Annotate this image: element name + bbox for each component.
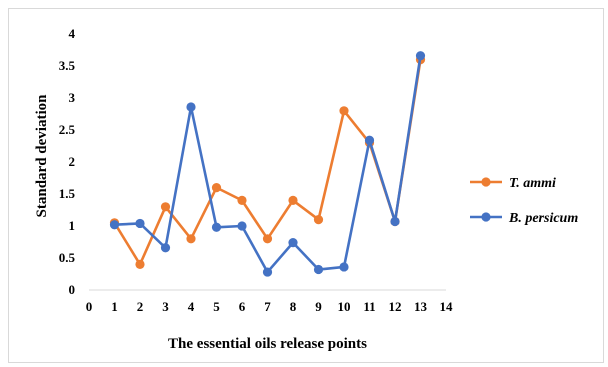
data-point [288, 238, 298, 248]
y-axis-title: Standard deviation [34, 94, 50, 218]
x-tick-label: 8 [290, 299, 297, 314]
data-point [288, 195, 298, 205]
data-point [211, 183, 222, 193]
x-tick-label: 1 [111, 299, 118, 314]
y-tick-label: 1 [69, 218, 76, 233]
line-chart: 00.511.522.533.54 0 1 2 3 4 5 6 7 8 9 10 11 12 13 14 T… [34, 26, 578, 352]
x-tick-label: 11 [363, 299, 375, 314]
data-point [211, 222, 222, 232]
x-axis-title: The essential oils release points [168, 336, 367, 352]
legend-swatch-marker [481, 212, 491, 222]
legend: T. ammi B. persicum [470, 176, 578, 226]
data-point [186, 102, 196, 112]
data-point [313, 215, 324, 225]
data-point [237, 195, 247, 205]
y-tick-label: 3.5 [59, 58, 76, 73]
data-point [390, 216, 400, 227]
x-tick-label: 0 [86, 299, 93, 314]
data-point [160, 202, 171, 212]
data-point [262, 267, 273, 277]
x-tick-label: 3 [162, 299, 169, 314]
x-tick-label: 9 [315, 299, 322, 314]
x-tick-label: 10 [338, 299, 351, 314]
x-tick-label: 13 [414, 299, 428, 314]
x-tick-label: 7 [264, 299, 271, 314]
x-tick-label: 5 [213, 299, 220, 314]
x-axis-ticks: 0 1 2 3 4 5 6 7 8 9 10 11 12 13 14 [86, 299, 453, 314]
series-t-ammi [109, 55, 426, 269]
data-point [237, 221, 247, 231]
y-tick-label: 1.5 [59, 186, 76, 201]
y-tick-label: 3 [69, 90, 76, 105]
y-tick-label: 2.5 [59, 122, 76, 137]
series-layer [109, 51, 426, 277]
legend-item: B. persicum [470, 211, 578, 226]
x-tick-label: 14 [440, 299, 454, 314]
data-point [313, 264, 324, 275]
data-point [135, 218, 145, 229]
y-axis-ticks: 0 0.5 1 1.5 2 2.5 3 3.5 4 [59, 26, 76, 297]
legend-item: T. ammi [470, 176, 556, 191]
x-tick-label: 12 [389, 299, 402, 314]
y-tick-label: 4 [69, 26, 76, 41]
legend-label: T. ammi [509, 176, 556, 191]
data-point [135, 259, 145, 269]
data-point [364, 135, 375, 145]
x-tick-label: 2 [137, 299, 144, 314]
x-tick-label: 4 [188, 299, 195, 314]
data-point [415, 51, 426, 61]
data-point [186, 234, 196, 244]
legend-swatch-marker [481, 177, 491, 187]
data-point [160, 243, 171, 253]
x-tick-label: 6 [239, 299, 246, 314]
data-point [262, 234, 273, 244]
chart-frame: 0 0.5 1 1.5 2 2.5 3 3.5 4 0 1 2 3 4 5 6 7 8 9 10 11 12 13 14 T… [8, 8, 604, 363]
legend-label: B. persicum [508, 211, 578, 226]
y-tick-label: 2 [69, 154, 76, 169]
y-tick-label: 0.5 [59, 250, 76, 265]
series-line [113, 59, 422, 266]
series-b-persicum [109, 51, 426, 277]
data-point [109, 220, 120, 230]
data-point [339, 106, 349, 116]
y-tick-label: 0 [69, 282, 76, 297]
data-point [339, 262, 349, 272]
